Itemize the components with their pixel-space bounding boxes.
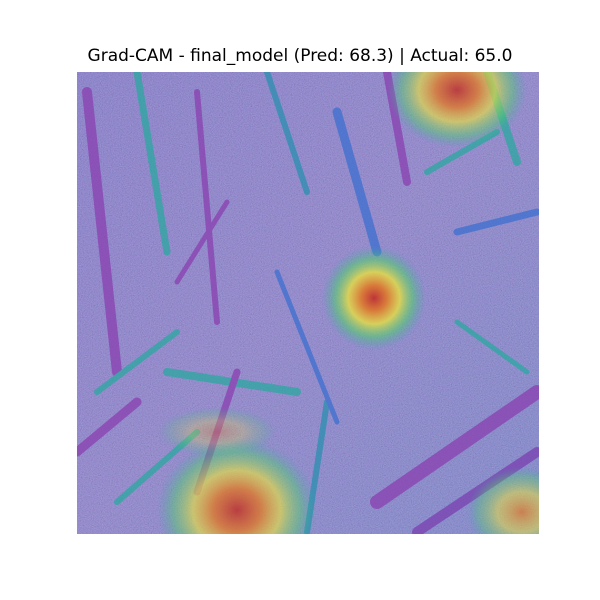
heat-spot-top-right [387, 72, 527, 148]
heat-spot-bottom-left [157, 438, 317, 534]
figure-title: Grad-CAM - final_model (Pred: 68.3) | Ac… [87, 46, 513, 66]
gradcam-heatmap-overlay [77, 72, 539, 534]
gradcam-image [77, 72, 539, 534]
heat-spot-bottom-right [467, 467, 539, 534]
heat-spot-center [322, 246, 426, 350]
